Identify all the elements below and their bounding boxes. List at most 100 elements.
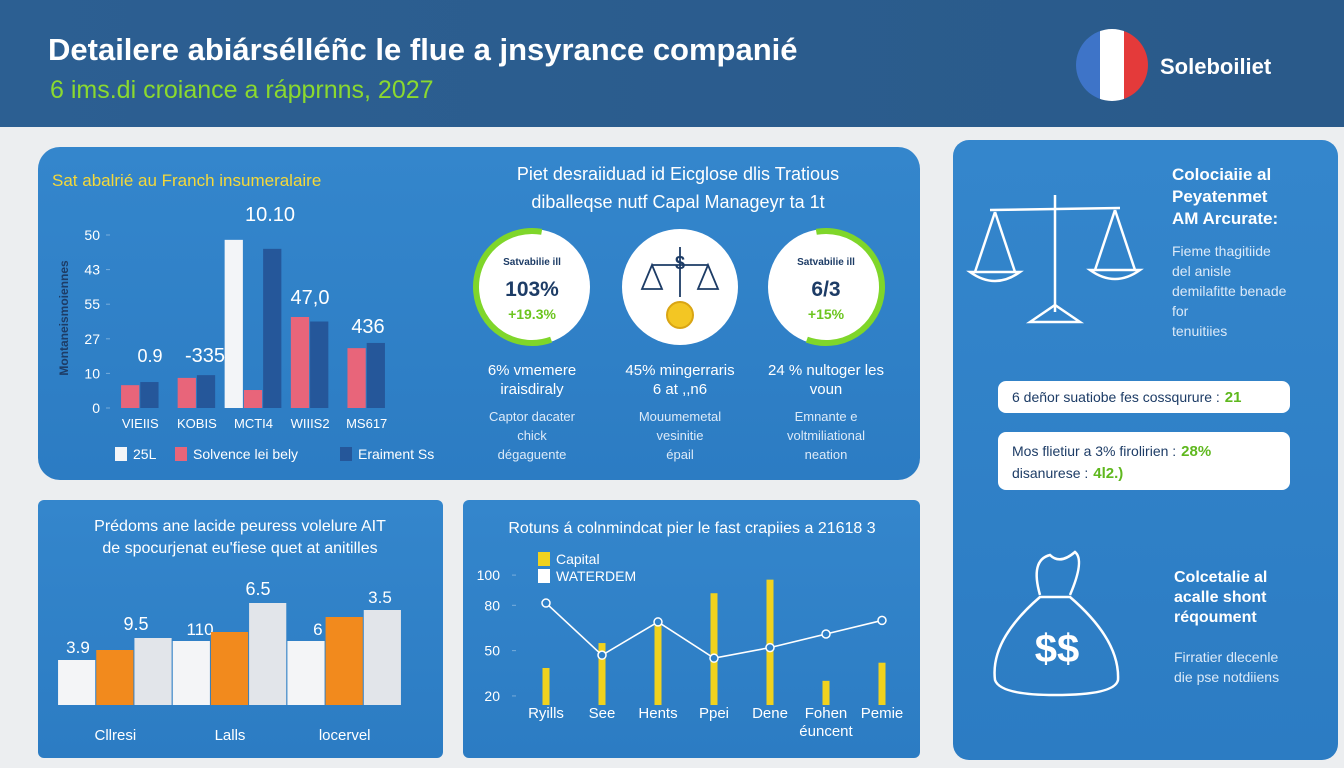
text-line: tenuitiies	[1172, 323, 1227, 339]
y-axis-label: Montaneismoiennes	[57, 260, 71, 376]
metric-heading: 24 % nultoger les voun	[768, 362, 884, 398]
text-line: voun	[810, 381, 843, 398]
text-line: for	[1172, 303, 1189, 319]
legend-swatch	[340, 447, 352, 461]
annotation: 110	[186, 620, 213, 639]
bar	[598, 643, 606, 705]
bar	[210, 632, 249, 705]
y-tick-label: 27	[84, 331, 100, 347]
text-line: Prédoms ane lacide peuress volelure AIT	[94, 518, 386, 535]
x-tick-label: locervel	[319, 727, 371, 744]
text-line: 6% vmemere	[488, 362, 576, 379]
line-point	[597, 650, 607, 660]
text-line: acalle shont	[1174, 589, 1267, 606]
text-line: Firratier dlecenle	[1174, 649, 1278, 665]
bar	[366, 342, 385, 408]
page-subtitle: 6 ims.di croiance a rápprnns, 2027	[50, 76, 434, 104]
bar	[290, 317, 310, 408]
metric-note: Mouumemetal vesinitie épail	[639, 409, 721, 462]
x-tick-label: Pemie	[861, 705, 904, 722]
annotation: 3.5	[368, 588, 392, 607]
x-tick-label: Fohen éuncent	[799, 705, 853, 740]
y-tick-label: 0	[92, 400, 100, 416]
icon-stroke	[1025, 303, 1085, 324]
chart-title: Prédoms ane lacide peuress volelure AIT d…	[94, 518, 386, 557]
line-point	[877, 615, 887, 626]
bar	[121, 385, 140, 408]
text-line: die pse notdiiens	[1174, 669, 1279, 685]
bar	[134, 638, 172, 705]
bar	[766, 579, 774, 705]
bar	[363, 610, 401, 705]
text-line: del anisle	[1172, 263, 1231, 279]
info-text: disanurese :	[1012, 465, 1088, 481]
x-tick-label: MCTI4	[234, 416, 273, 431]
bar	[310, 321, 329, 408]
info-box	[998, 381, 1290, 413]
annotation: 6.5	[245, 579, 270, 599]
legend-label: Solvence lei bely	[193, 446, 298, 462]
text-line: diballeqse nutf Capal Manageyr ta 1t	[531, 192, 824, 212]
flag-white	[1100, 29, 1124, 101]
gauge-value: 6/3	[811, 278, 840, 301]
icon-stroke	[993, 595, 1120, 697]
icon-stroke	[966, 211, 1024, 283]
x-tick-label: Ryills	[528, 705, 564, 722]
gauge-change: +15%	[808, 306, 845, 322]
y-tick-label: 20	[484, 688, 500, 704]
sidebar-note: Fieme thagitiide del anisle demilafitte be…	[1172, 243, 1287, 339]
bag-symbol: $$	[1035, 627, 1080, 671]
chart-title: Sat abalrié au Franch insumeralaire	[52, 171, 321, 190]
bar	[140, 382, 159, 408]
gauge-arc	[805, 228, 885, 346]
text-line: Mouumemetal	[639, 409, 721, 424]
metric-note: Emnante e voltmiliational neation	[787, 409, 865, 462]
metric-note: Captor dacater chick dégaguente	[489, 409, 576, 462]
gauge-label: Satvabilie ill	[797, 257, 855, 268]
sidebar-heading: Colociaiie al Peyatenmet AM Arcurate:	[1172, 165, 1278, 228]
scales-icon	[640, 247, 720, 297]
sidebar-note: Firratier dlecenle die pse notdiiens	[1174, 649, 1279, 685]
y-tick-label: 10	[84, 365, 100, 381]
text-line: Colociaiie al	[1172, 165, 1271, 184]
text-line: dégaguente	[498, 447, 567, 462]
gauge	[474, 229, 590, 345]
annotation: 9.5	[123, 614, 148, 634]
info-value: 28%	[1181, 443, 1211, 460]
y-tick-label: 50	[484, 643, 500, 659]
logo	[1076, 29, 1148, 101]
bar	[710, 593, 718, 705]
text-line: Peyatenmet	[1172, 187, 1268, 206]
legend-label: Capital	[556, 551, 600, 567]
section-title: Piet desraiiduad id Eicglose dlis Tratio…	[517, 164, 839, 212]
brand: Soleboiliet	[1160, 54, 1272, 79]
legend-swatch	[538, 552, 550, 566]
x-tick-label: Dene	[752, 705, 788, 722]
info-value: 4l2.)	[1093, 465, 1123, 482]
legend-swatch	[175, 447, 187, 461]
bar	[224, 239, 243, 408]
bar	[822, 680, 830, 705]
icon-stroke	[1086, 209, 1144, 281]
y-tick-label: 100	[477, 567, 501, 583]
bar	[654, 623, 662, 705]
text-line: réqoument	[1174, 609, 1257, 626]
y-tick-label: 55	[84, 296, 100, 312]
page-title: Detailere abiársélléñc le flue a jnsyran…	[48, 32, 798, 67]
x-tick-label: Hents	[638, 705, 677, 722]
text-line: iraisdiraly	[500, 381, 564, 398]
bar	[177, 377, 196, 408]
x-tick-label: MS617	[346, 416, 387, 431]
y-tick-label: 50	[84, 227, 100, 243]
text-line: Emnante e	[795, 409, 858, 424]
line-point	[709, 653, 719, 663]
text-line: de spocurjenat eu'fiese quet at anitille…	[102, 540, 377, 557]
text-line: vesinitie	[657, 428, 704, 443]
gauge-value: 103%	[505, 278, 559, 301]
info-value: 21	[1225, 389, 1242, 406]
x-tick-label: Lalls	[215, 727, 246, 744]
text-line: neation	[805, 447, 848, 462]
text-line: 24 % nultoger les	[768, 362, 884, 379]
annotation: 3.9	[66, 638, 90, 657]
